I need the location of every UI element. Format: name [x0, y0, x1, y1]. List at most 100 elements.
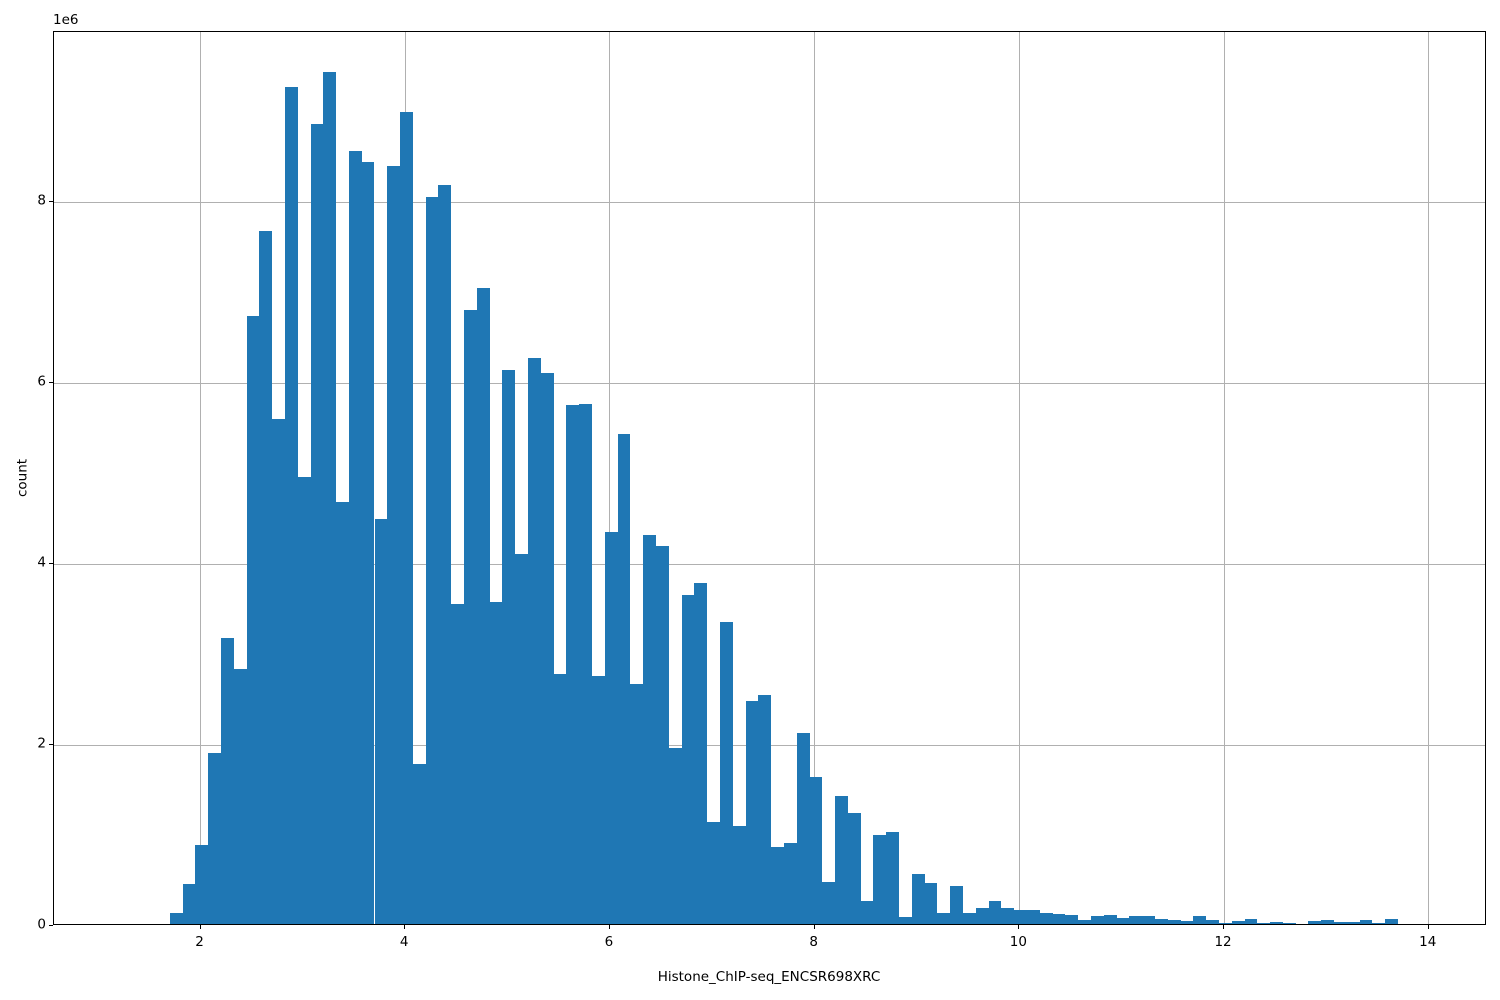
histogram-bar: [988, 901, 1002, 924]
histogram-bar: [220, 638, 234, 924]
x-gridline: [609, 32, 611, 924]
histogram-bar: [246, 315, 260, 924]
x-gridline: [1428, 32, 1430, 924]
histogram-bar: [438, 184, 452, 924]
histogram-bar: [707, 821, 720, 924]
x-tick-label: 8: [809, 934, 818, 950]
histogram-bar: [1167, 919, 1181, 924]
histogram-bar: [374, 518, 388, 924]
histogram-bar: [323, 71, 337, 924]
histogram-bar: [515, 553, 529, 924]
y-tick-label: 2: [37, 735, 46, 752]
histogram-bar: [1027, 909, 1040, 924]
histogram-bar: [1193, 915, 1207, 924]
histogram-bar: [886, 831, 900, 924]
x-gridline: [1018, 32, 1020, 924]
histogram-bar: [310, 124, 324, 924]
histogram-bar: [796, 733, 810, 924]
x-tick-mark: [1427, 925, 1429, 929]
histogram-bar: [208, 752, 221, 924]
histogram-bar: [182, 884, 196, 924]
y-tick-label: 6: [37, 373, 46, 390]
x-tick-mark: [1223, 925, 1225, 929]
histogram-bar: [1231, 920, 1245, 924]
histogram-bar: [425, 197, 439, 924]
histogram-bar: [1257, 923, 1271, 924]
y-tick-label: 4: [37, 554, 46, 571]
histogram-bar: [1244, 919, 1258, 924]
histogram-bar: [835, 795, 848, 924]
histogram-bar: [745, 701, 759, 924]
x-tick-mark: [813, 925, 815, 929]
histogram-bar: [847, 812, 861, 924]
histogram-bar: [361, 162, 375, 924]
histogram-bar: [1129, 915, 1143, 924]
histogram-bar: [822, 882, 836, 924]
histogram-bar: [719, 621, 733, 924]
histogram-bar: [1014, 909, 1027, 924]
histogram-bar: [387, 165, 401, 924]
y-tick-mark: [49, 382, 53, 384]
histogram-bar: [528, 357, 541, 924]
x-tick-label: 6: [604, 934, 614, 950]
histogram-bar: [963, 913, 976, 924]
histogram-bar: [412, 763, 426, 924]
histogram-bar: [1180, 920, 1194, 924]
y-gridline: [54, 563, 1485, 565]
histogram-bar: [771, 847, 784, 924]
y-gridline: [54, 201, 1485, 203]
y-gridline: [54, 382, 1485, 384]
y-tick-mark: [49, 563, 53, 565]
histogram-bar: [169, 913, 183, 924]
histogram-bar: [873, 835, 887, 924]
histogram-bar: [540, 372, 554, 924]
histogram-bar: [899, 916, 912, 924]
histogram-bar: [1372, 923, 1386, 924]
histogram-bar: [1359, 920, 1373, 924]
histogram-bar: [783, 843, 797, 924]
y-tick-label: 0: [37, 916, 46, 933]
histogram-bar: [566, 404, 580, 924]
histogram-bar: [1321, 919, 1335, 924]
histogram-bar: [476, 287, 490, 924]
histogram-bar: [1334, 922, 1347, 924]
histogram-bar: [1206, 919, 1219, 924]
histogram-bar: [1154, 919, 1168, 924]
histogram-bar: [668, 747, 682, 924]
histogram-bar: [1282, 923, 1296, 924]
x-tick-mark: [1018, 925, 1020, 929]
x-gridline: [814, 32, 816, 924]
histogram-bar: [1346, 921, 1360, 924]
histogram-bar: [451, 603, 465, 924]
x-tick-mark: [199, 925, 201, 929]
histogram-bar: [233, 668, 247, 924]
histogram-bar: [630, 684, 644, 924]
histogram-bar: [1218, 923, 1232, 924]
histogram-bar: [489, 601, 503, 924]
y-tick-label: 8: [37, 192, 46, 209]
histogram-bar: [297, 476, 311, 924]
histogram-bar: [348, 151, 362, 924]
x-axis-label: Histone_ChIP-seq_ENCSR698XRC: [657, 969, 881, 985]
histogram-bar: [924, 883, 938, 924]
x-gridline: [1223, 32, 1225, 924]
histogram-bar: [937, 913, 951, 924]
histogram-bar: [975, 907, 989, 924]
y-tick-mark: [49, 201, 53, 203]
x-tick-label: 12: [1214, 934, 1232, 950]
x-tick-mark: [608, 925, 610, 929]
histogram-bar: [758, 695, 772, 924]
histogram-bar: [1385, 919, 1399, 924]
x-tick-label: 14: [1419, 934, 1437, 950]
histogram-bar: [1065, 914, 1079, 924]
histogram-bar: [1270, 921, 1283, 924]
x-tick-mark: [404, 925, 406, 929]
histogram-bar: [1142, 915, 1155, 924]
histogram-bar: [1052, 914, 1066, 924]
x-tick-label: 4: [399, 934, 409, 950]
histogram-bar: [579, 403, 592, 924]
histogram-bar: [694, 582, 708, 924]
histogram-bar: [655, 545, 669, 924]
y-axis-offset-text: 1e6: [53, 12, 79, 28]
